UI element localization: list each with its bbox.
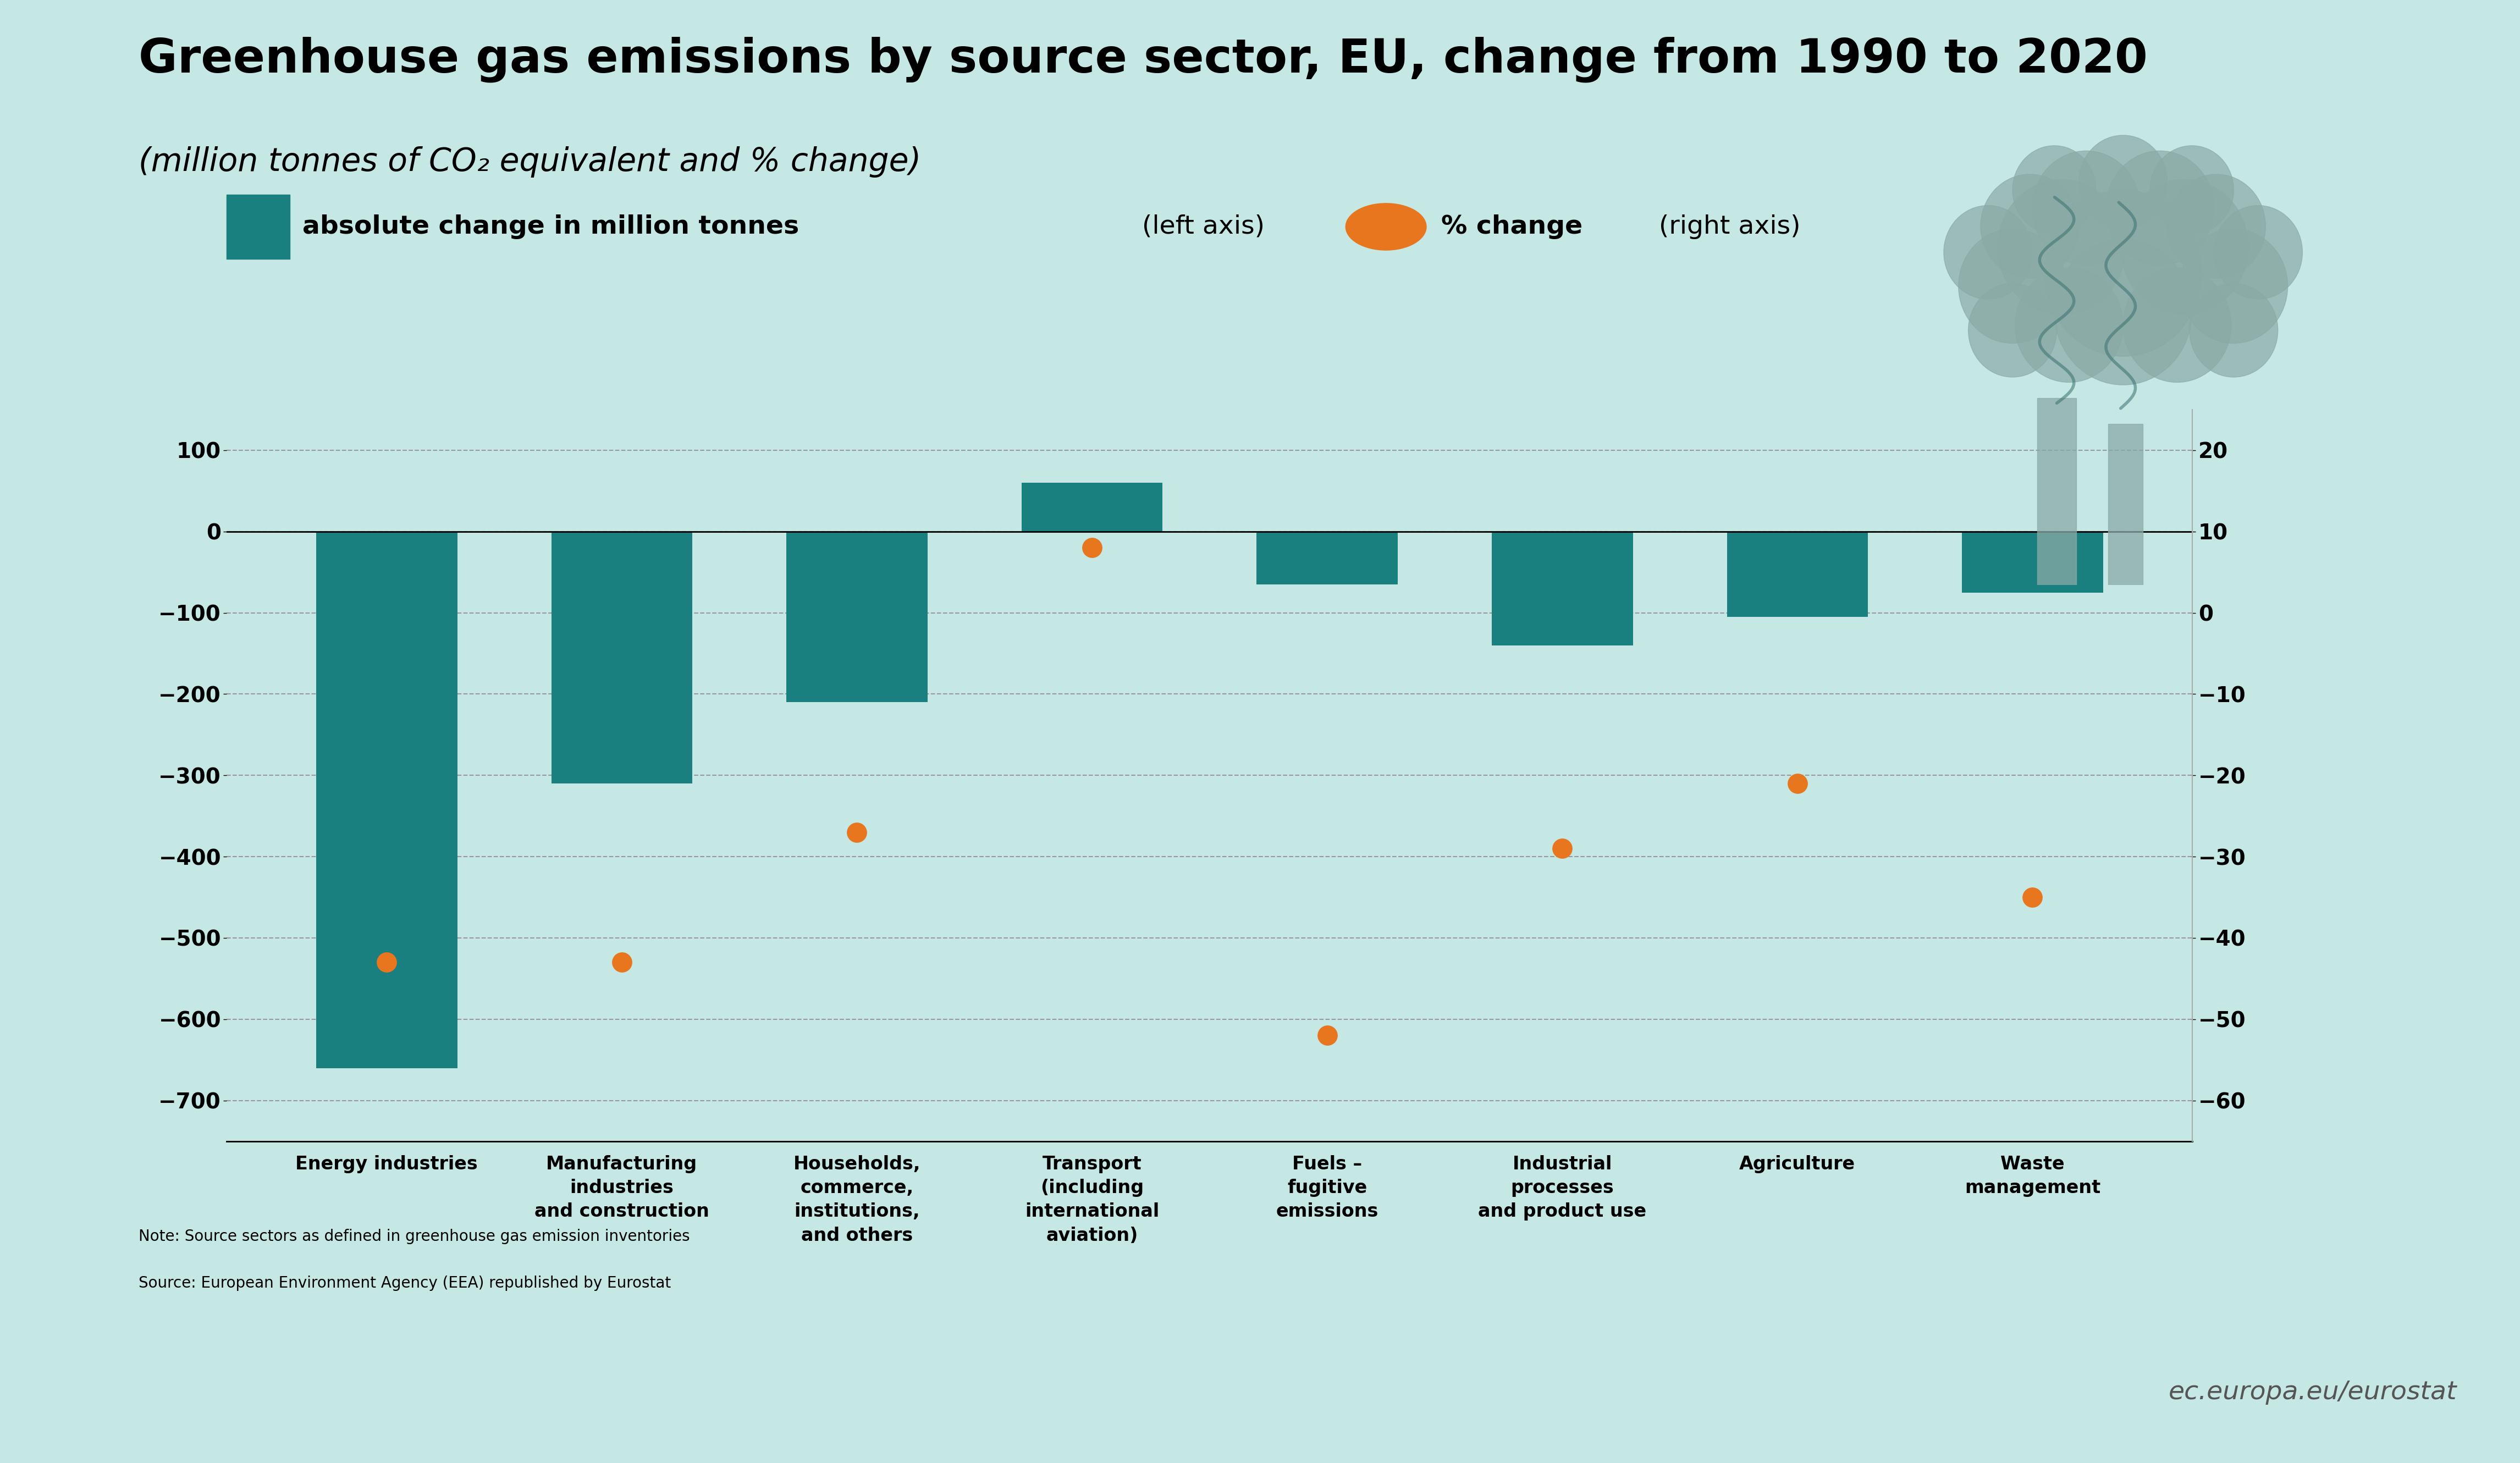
Circle shape xyxy=(2054,240,2192,385)
Bar xyxy=(1257,531,1399,584)
Circle shape xyxy=(1968,284,2056,377)
Text: (right axis): (right axis) xyxy=(1651,215,1799,238)
Circle shape xyxy=(1998,180,2124,315)
Bar xyxy=(1726,531,1867,617)
Point xyxy=(365,951,406,974)
Circle shape xyxy=(2215,205,2303,298)
Bar xyxy=(552,531,693,784)
Text: absolute change in million tonnes: absolute change in million tonnes xyxy=(302,215,799,238)
Text: Source: European Environment Agency (EEA) republished by Eurostat: Source: European Environment Agency (EEA… xyxy=(139,1276,670,1292)
Bar xyxy=(2036,398,2076,585)
Circle shape xyxy=(2044,190,2202,357)
Circle shape xyxy=(2031,151,2139,265)
Circle shape xyxy=(1958,228,2066,344)
Circle shape xyxy=(2013,146,2097,234)
Text: (left axis): (left axis) xyxy=(1134,215,1265,238)
Circle shape xyxy=(2180,228,2288,344)
Circle shape xyxy=(2107,151,2215,265)
Point xyxy=(837,821,877,844)
Point xyxy=(1777,772,1817,796)
Text: Note: Source sectors as defined in greenhouse gas emission inventories: Note: Source sectors as defined in green… xyxy=(139,1229,690,1245)
Circle shape xyxy=(1981,174,2079,278)
Bar xyxy=(786,531,927,702)
Point xyxy=(1308,1024,1348,1048)
Bar xyxy=(1021,483,1162,531)
Bar xyxy=(1963,531,2104,593)
Circle shape xyxy=(2079,135,2167,228)
Circle shape xyxy=(2190,284,2278,377)
Point xyxy=(1542,837,1583,860)
Text: % change: % change xyxy=(1441,215,1583,238)
Point xyxy=(602,951,643,974)
Bar xyxy=(1492,531,1633,645)
Circle shape xyxy=(2016,268,2122,382)
Circle shape xyxy=(2150,146,2233,234)
Text: ec.europa.eu/eurostat: ec.europa.eu/eurostat xyxy=(2170,1380,2457,1404)
Text: Greenhouse gas emissions by source sector, EU, change from 1990 to 2020: Greenhouse gas emissions by source secto… xyxy=(139,37,2147,82)
Circle shape xyxy=(2167,174,2265,278)
Point xyxy=(2013,885,2054,909)
Circle shape xyxy=(2122,180,2248,315)
Circle shape xyxy=(2122,268,2230,382)
Point xyxy=(1071,535,1111,559)
Circle shape xyxy=(1943,205,2031,298)
Bar xyxy=(2109,424,2142,585)
Bar xyxy=(315,531,456,1068)
Text: (million tonnes of CO₂ equivalent and % change): (million tonnes of CO₂ equivalent and % … xyxy=(139,146,922,177)
